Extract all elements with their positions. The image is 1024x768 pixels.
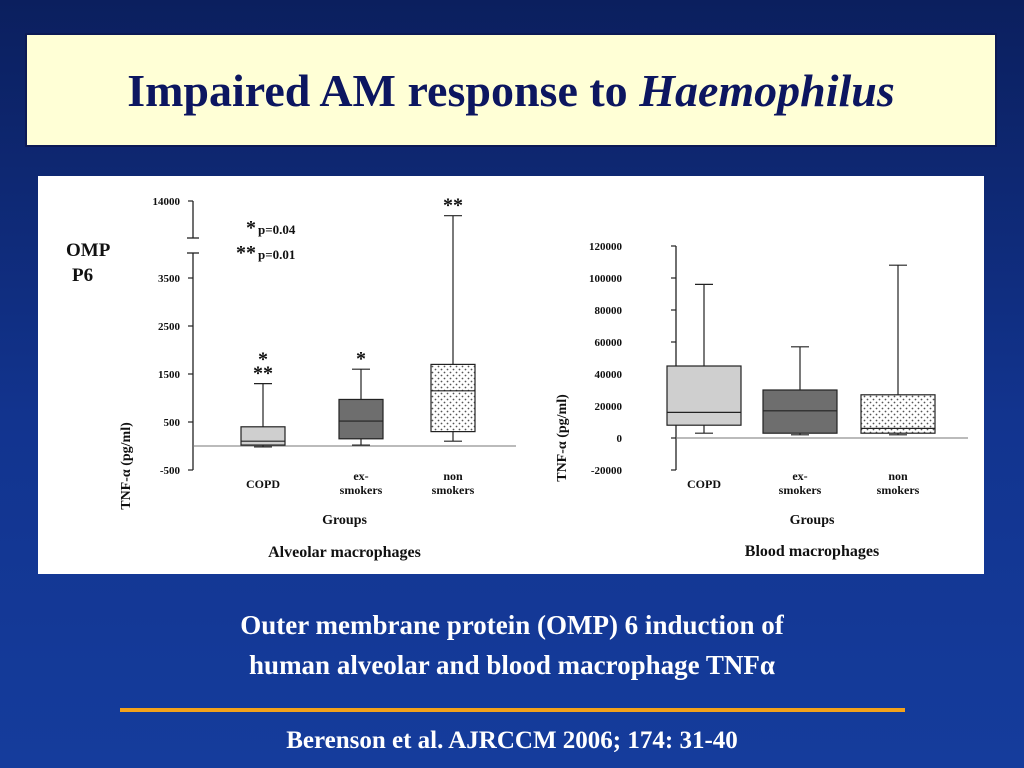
- category-label: non: [888, 469, 908, 483]
- y-tick-label: 2500: [158, 321, 181, 333]
- legend-text: p=0.01: [258, 247, 295, 262]
- chart-subtitle: Blood macrophages: [745, 543, 879, 560]
- y-tick-label: 60000: [595, 337, 623, 349]
- x-axis-label: Groups: [790, 513, 835, 528]
- y-tick-label: 40000: [595, 369, 623, 381]
- y-tick-label: 80000: [595, 305, 623, 317]
- category-label: ex-: [792, 469, 807, 483]
- y-tick-label: -20000: [591, 465, 623, 477]
- caption-line-2: human alveolar and blood macrophage TNFα: [249, 650, 775, 680]
- figure-panel: 14000 3500 2500 1500 500 -500 TNF-α (pg/ml) COP…: [38, 176, 984, 574]
- side-label: P6: [72, 265, 93, 286]
- y-tick-label: 20000: [595, 401, 623, 413]
- significance-marker: **: [253, 363, 273, 385]
- box-ex-smokers: [762, 389, 838, 434]
- category-label: smokers: [432, 483, 475, 497]
- slide-title: Impaired AM response to Haemophilus: [127, 64, 895, 117]
- legend-marker: *: [246, 217, 256, 239]
- category-label: ex-: [353, 469, 368, 483]
- y-axis-label: TNF-α (pg/ml): [555, 394, 570, 482]
- title-main-text: Impaired AM response to: [127, 64, 628, 116]
- category-label: non: [443, 469, 463, 483]
- y-tick-label: 120000: [589, 241, 623, 253]
- significance-marker: *: [258, 349, 268, 371]
- category-label: COPD: [246, 477, 280, 491]
- y-tick-label: -500: [160, 465, 181, 477]
- caption: Outer membrane protein (OMP) 6 induction…: [0, 605, 1024, 685]
- category-label: COPD: [687, 477, 721, 491]
- x-axis-label: Groups: [322, 513, 367, 528]
- box-ex-smokers: [338, 398, 384, 440]
- legend-text: p=0.04: [258, 222, 296, 237]
- y-tick-label: 100000: [589, 273, 623, 285]
- significance-marker: *: [356, 348, 366, 370]
- y-axis-label: TNF-α (pg/ml): [119, 422, 134, 510]
- title-italic-text: Haemophilus: [639, 64, 895, 116]
- category-label: smokers: [340, 483, 383, 497]
- box-COPD: [666, 365, 742, 426]
- box-nonsmokers: [860, 394, 936, 434]
- y-tick-label: 3500: [158, 273, 181, 285]
- title-box: Impaired AM response to Haemophilus: [25, 33, 997, 147]
- category-label: smokers: [779, 483, 822, 497]
- y-tick-label: 14000: [153, 196, 181, 208]
- y-tick-label: 0: [617, 433, 623, 445]
- caption-line-1: Outer membrane protein (OMP) 6 induction…: [240, 610, 784, 640]
- divider-rule: [120, 708, 905, 712]
- chart-subtitle: Alveolar macrophages: [268, 544, 421, 561]
- box-COPD: [240, 426, 286, 446]
- box-nonsmokers: [430, 363, 476, 433]
- box-plot-figure: 14000 3500 2500 1500 500 -500 TNF-α (pg/ml) COP…: [66, 195, 968, 561]
- category-label: smokers: [877, 483, 920, 497]
- significance-marker: **: [443, 195, 463, 217]
- y-tick-label: 500: [164, 417, 181, 429]
- citation: Berenson et al. AJRCCM 2006; 174: 31-40: [286, 727, 738, 754]
- y-tick-label: 1500: [158, 369, 181, 381]
- side-label: OMP: [66, 240, 111, 261]
- legend-marker: **: [236, 242, 256, 264]
